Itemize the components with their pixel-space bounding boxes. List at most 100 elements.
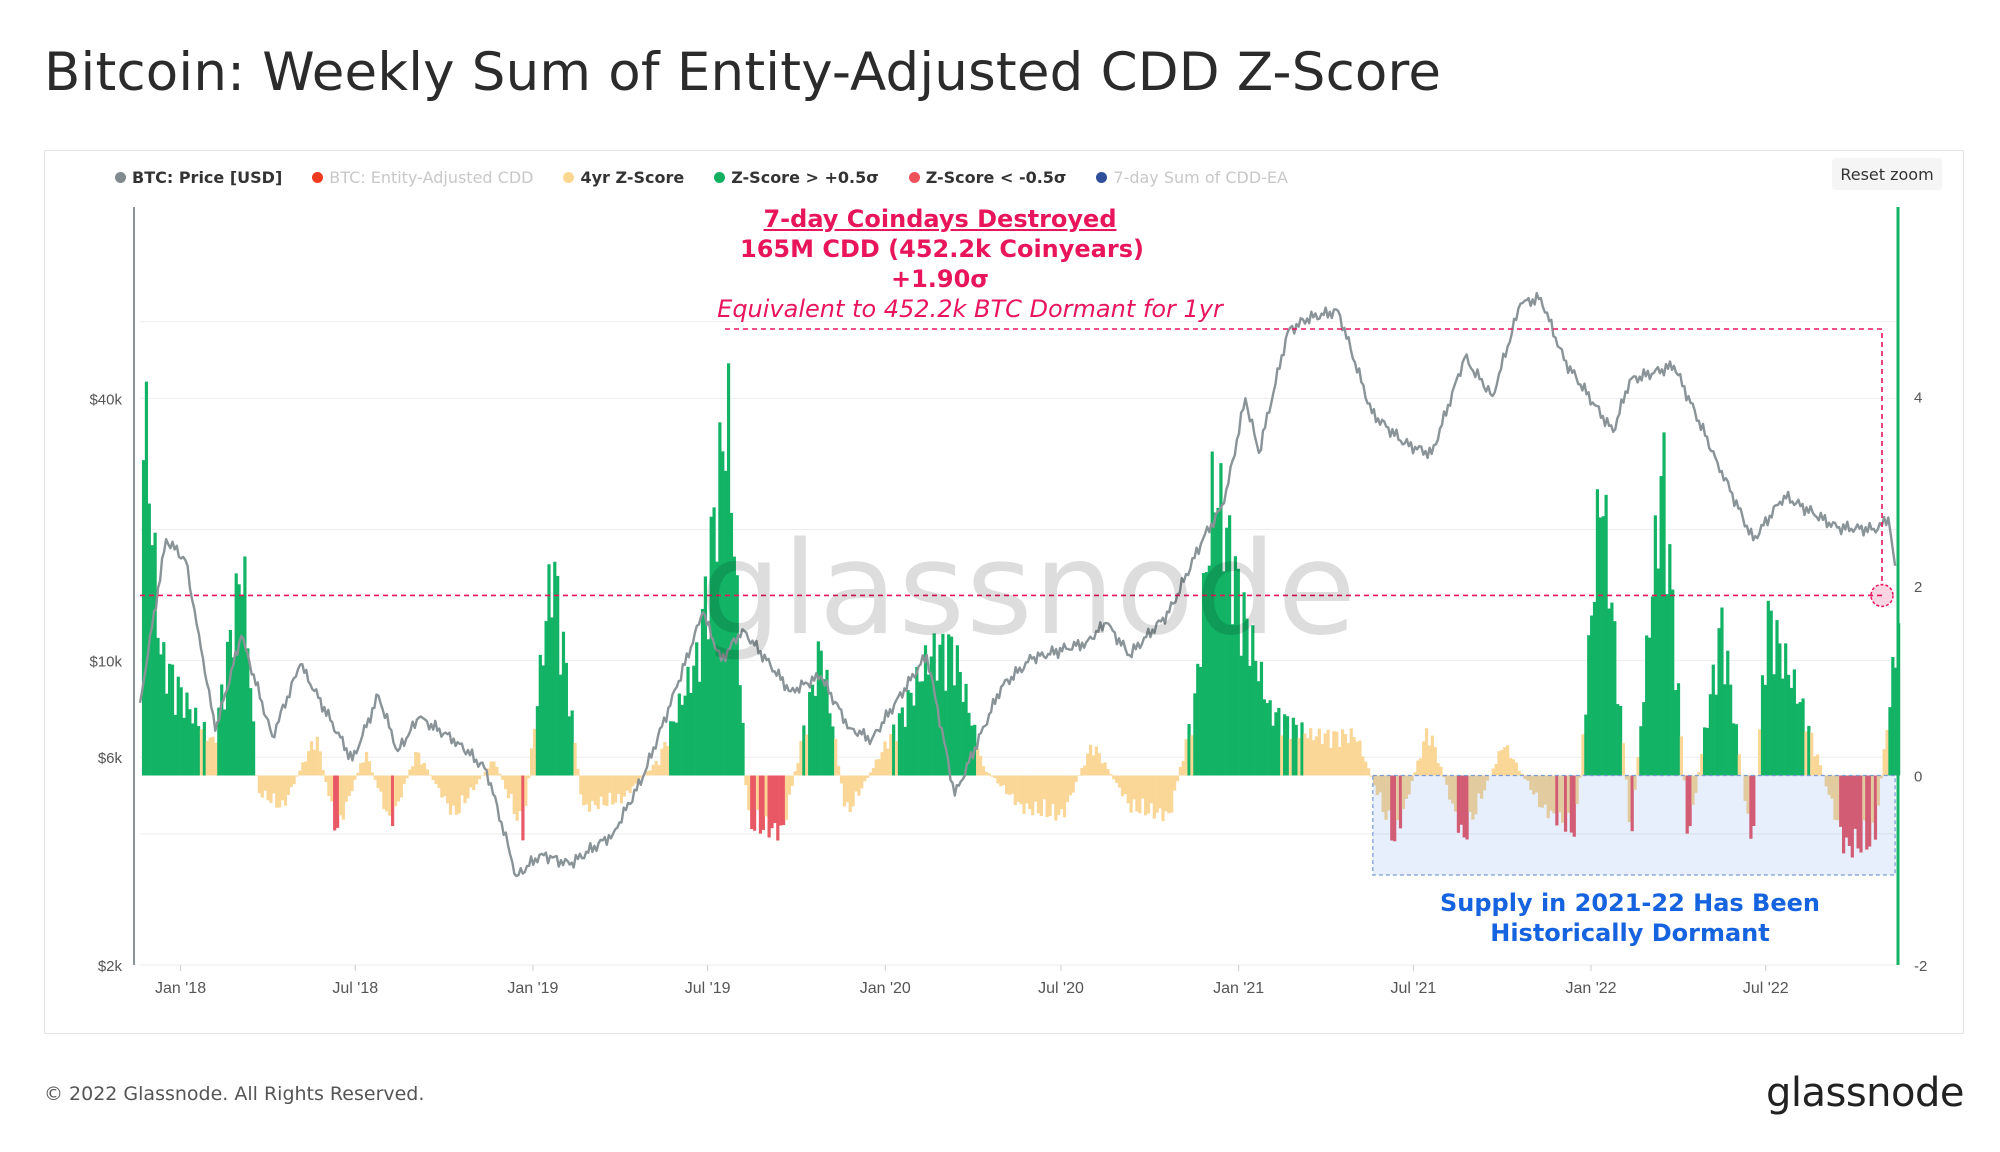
zscore-bar [894,741,899,776]
zscore-bar [825,669,829,776]
zscore-bar [1201,573,1206,776]
zscore-bar [1613,621,1617,776]
zscore-bar [1511,759,1516,776]
zscore-bar [1758,729,1762,776]
zscore-bar [750,775,754,830]
zscore-bar [451,775,456,806]
zscore-bar [1807,725,1811,776]
zscore-bar [1372,775,1377,786]
zscore-bar [857,775,861,796]
zscore-bar [1491,768,1495,776]
zscore-bar [1306,738,1310,776]
zscore-bar [327,775,331,796]
zscore-bar [810,684,815,776]
zscore-bar [1230,624,1235,776]
legend-dot-icon [908,172,920,183]
zscore-bar [1103,762,1107,776]
zscore-bar [1320,743,1324,776]
zscore-bar [1671,589,1675,776]
zscore-bar [1477,775,1481,794]
zscore-bar [1430,735,1434,776]
annotation-marker-circle [1870,583,1894,608]
zscore-bar [269,775,273,804]
footer-copyright: © 2022 Glassnode. All Rights Reserved. [44,1083,425,1105]
legend-item[interactable]: Z-Score > +0.5σ [714,168,879,187]
zscore-bar [414,751,418,776]
zscore-bar [1074,775,1078,782]
dormant-highlight-box [1372,774,1896,876]
zscore-bar [556,575,560,776]
zscore-bar [666,745,670,776]
zscore-bar [1717,628,1721,776]
zscore-bar [767,775,771,838]
zscore-bar [1711,664,1715,776]
zscore-bar [990,775,994,777]
zscore-bar [141,460,146,776]
zscore-bar [1335,731,1339,776]
zscore-bar [683,695,687,776]
legend-item[interactable]: Z-Score < -0.5σ [908,168,1066,187]
zscore-bar [263,775,267,791]
y-left-tick-label: $6k [98,750,123,767]
annotation-sigma: +1.90σ [890,265,989,293]
zscore-bar [753,775,757,831]
zscore-bar [1117,775,1122,788]
legend-item[interactable]: 7-day Sum of CDD-EA [1096,168,1288,187]
zscore-bar [1346,743,1350,776]
zscore-bar [524,775,528,806]
zscore-bar [1088,744,1093,776]
zscore-bar [1839,775,1843,827]
zscore-bar [1340,729,1345,776]
zscore-bar [1265,703,1269,776]
zscore-bar [1193,693,1197,776]
zscore-bar [1697,772,1701,776]
zscore-bar [156,637,160,776]
zscore-bar [1097,753,1101,776]
zscore-bar [1036,775,1041,814]
zscore-bar [1135,775,1139,812]
zscore-bar [1552,775,1556,814]
zscore-bar [1540,775,1545,808]
zscore-bar [614,775,618,803]
zscore-bar [1746,775,1750,814]
zscore-bar [1439,766,1443,776]
page-title: Bitcoin: Weekly Sum of Entity-Adjusted C… [44,42,1442,103]
zscore-bar [1294,724,1298,776]
zscore-bar [764,775,768,817]
x-tick-label: Jul '20 [1038,980,1084,997]
zscore-bar [1876,775,1880,806]
legend-item[interactable]: 4yr Z-Score [563,168,684,187]
zscore-bar [628,775,632,793]
zscore-bar [419,764,424,776]
zscore-bar [1558,775,1562,813]
legend-label: BTC: Entity-Adjusted CDD [329,168,534,187]
reset-zoom-button[interactable]: Reset zoom [1832,158,1942,190]
zscore-bar [802,725,806,776]
zscore-bar [1775,620,1779,776]
zscore-bar [732,556,736,776]
zscore-bar [1309,728,1313,776]
zscore-bar [952,685,957,776]
zscore-bar [1410,775,1414,782]
zscore-bar [515,775,519,821]
zscore-bar [1572,775,1576,837]
zscore-bar [165,693,169,776]
zscore-bar [309,741,314,776]
zscore-bar [1378,775,1382,793]
zscore-bar [1569,775,1573,833]
legend-item[interactable]: BTC: Price [USD] [115,168,282,187]
zscore-bar [799,740,803,776]
x-tick-label: Jan '22 [1565,980,1616,997]
zscore-bar [608,775,612,793]
zscore-bar [1207,565,1211,776]
legend-item[interactable]: BTC: Entity-Adjusted CDD [312,168,533,187]
zscore-bar [1795,703,1799,776]
zscore-bar [860,775,864,789]
zscore-bar [935,680,939,776]
annotation-equivalent: Equivalent to 452.2k BTC Dormant for 1yr [717,295,1223,323]
zscore-bar [1778,643,1782,776]
zscore-bar [1031,775,1035,816]
zscore-bar [906,690,910,776]
zscore-bar [880,752,884,776]
